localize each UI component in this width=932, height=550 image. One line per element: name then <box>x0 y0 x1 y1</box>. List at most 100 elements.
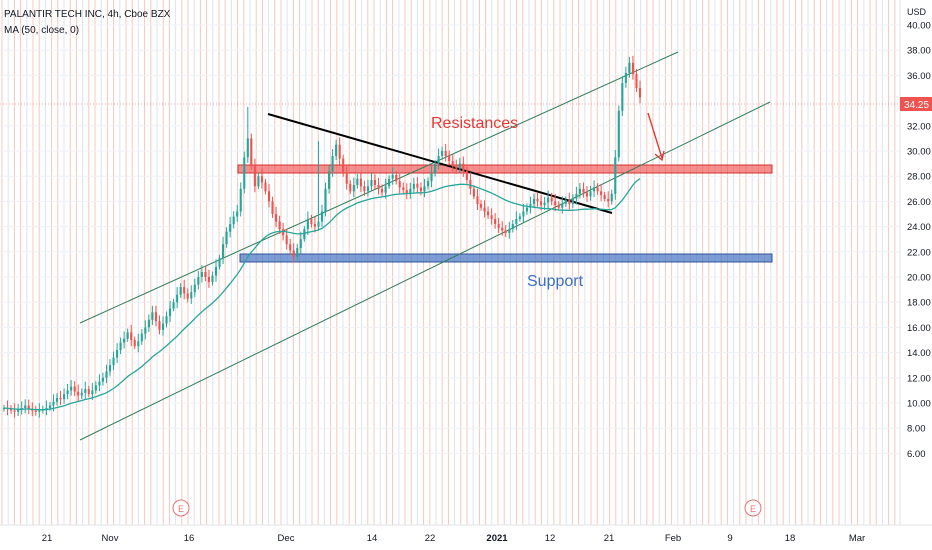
candle-body[interactable] <box>176 294 179 303</box>
candle-body[interactable] <box>285 235 288 245</box>
candle-body[interactable] <box>34 410 37 412</box>
candle-body[interactable] <box>388 178 391 187</box>
candle-body[interactable] <box>423 186 426 192</box>
candle-body[interactable] <box>610 193 613 202</box>
candle-body[interactable] <box>532 198 536 204</box>
candle-body[interactable] <box>359 178 362 187</box>
candle-body[interactable] <box>578 188 581 194</box>
candle-body[interactable] <box>501 227 504 231</box>
candle-body[interactable] <box>508 229 511 233</box>
candle-body[interactable] <box>10 409 13 411</box>
candle-body[interactable] <box>479 203 483 208</box>
candle-body[interactable] <box>384 186 387 193</box>
candle-body[interactable] <box>119 342 122 351</box>
candle-body[interactable] <box>126 332 129 339</box>
candle-body[interactable] <box>338 144 341 159</box>
candle-body[interactable] <box>130 332 133 340</box>
candle-body[interactable] <box>568 200 571 204</box>
candle-body[interactable] <box>193 284 196 293</box>
candle-body[interactable] <box>239 188 242 212</box>
candle-body[interactable] <box>497 224 500 228</box>
candle-body[interactable] <box>437 156 440 164</box>
candle-body[interactable] <box>366 186 369 192</box>
candle-body[interactable] <box>200 272 203 277</box>
candle-body[interactable] <box>165 316 168 324</box>
indicator-legend[interactable]: MA (50, close, 0) <box>4 25 80 36</box>
candle-body[interactable] <box>638 88 642 98</box>
candle-body[interactable] <box>267 191 271 202</box>
candle-body[interactable] <box>617 110 620 158</box>
candle-body[interactable] <box>448 156 451 161</box>
candle-body[interactable] <box>571 198 574 204</box>
candle-body[interactable] <box>614 157 617 194</box>
candle-body[interactable] <box>236 211 239 217</box>
candle-body[interactable] <box>207 277 210 282</box>
candle-body[interactable] <box>543 202 546 206</box>
candle-body[interactable] <box>317 221 320 227</box>
candle-body[interactable] <box>55 398 59 402</box>
candle-body[interactable] <box>550 197 553 202</box>
candle-body[interactable] <box>504 230 507 233</box>
candle-body[interactable] <box>490 215 493 220</box>
candle-body[interactable] <box>540 201 543 206</box>
candle-body[interactable] <box>603 195 606 199</box>
candle-body[interactable] <box>98 381 101 386</box>
candle-body[interactable] <box>356 178 359 185</box>
candle-body[interactable] <box>13 410 16 412</box>
candle-body[interactable] <box>575 193 578 199</box>
candle-body[interactable] <box>105 371 108 378</box>
symbol-title[interactable]: PALANTIR TECH INC, 4h, Cboe BZX <box>4 9 171 20</box>
candle-body[interactable] <box>331 156 334 172</box>
candle-body[interactable] <box>494 219 497 224</box>
candle-body[interactable] <box>70 386 73 391</box>
candle-body[interactable] <box>430 173 433 182</box>
candle-body[interactable] <box>320 211 324 222</box>
projection-arrow[interactable] <box>647 112 663 159</box>
candle-body[interactable] <box>352 185 355 192</box>
candle-body[interactable] <box>511 224 514 230</box>
candle-body[interactable] <box>402 187 405 191</box>
candle-body[interactable] <box>391 174 394 179</box>
candle-body[interactable] <box>416 183 419 188</box>
candle-body[interactable] <box>518 216 521 220</box>
candle-body[interactable] <box>313 224 316 227</box>
candle-body[interactable] <box>144 327 147 334</box>
candle-body[interactable] <box>197 277 200 285</box>
candle-body[interactable] <box>547 197 550 203</box>
candle-body[interactable] <box>455 166 458 169</box>
candle-body[interactable] <box>94 385 97 391</box>
candle-body[interactable] <box>395 174 398 182</box>
candle-body[interactable] <box>635 74 638 88</box>
candle-body[interactable] <box>582 188 585 193</box>
candle-body[interactable] <box>91 390 94 395</box>
candle-body[interactable] <box>161 323 165 330</box>
candle-body[interactable] <box>257 176 260 187</box>
resistance-zone[interactable] <box>237 164 773 174</box>
candle-body[interactable] <box>607 198 610 202</box>
earnings-marker-1[interactable] <box>172 499 190 517</box>
candle-body[interactable] <box>73 386 76 392</box>
candle-body[interactable] <box>585 192 589 197</box>
candle-body[interactable] <box>112 357 115 366</box>
candle-body[interactable] <box>154 312 157 322</box>
candle-body[interactable] <box>172 302 175 309</box>
candle-body[interactable] <box>24 405 27 409</box>
candle-body[interactable] <box>628 62 631 73</box>
candle-body[interactable] <box>289 244 292 251</box>
candle-body[interactable] <box>84 389 87 393</box>
candle-body[interactable] <box>179 287 182 295</box>
candle-body[interactable] <box>561 203 564 208</box>
candle-body[interactable] <box>600 191 603 196</box>
candle-body[interactable] <box>116 350 119 358</box>
candle-body[interactable] <box>419 187 422 192</box>
candle-body[interactable] <box>476 196 479 204</box>
candle-body[interactable] <box>621 83 624 111</box>
candle-body[interactable] <box>536 198 539 202</box>
candle-body[interactable] <box>324 188 327 212</box>
candle-body[interactable] <box>409 188 412 194</box>
candle-body[interactable] <box>472 188 475 197</box>
candle-body[interactable] <box>38 410 41 412</box>
candle-body[interactable] <box>296 248 299 257</box>
candle-body[interactable] <box>108 365 112 372</box>
candle-body[interactable] <box>525 207 528 212</box>
